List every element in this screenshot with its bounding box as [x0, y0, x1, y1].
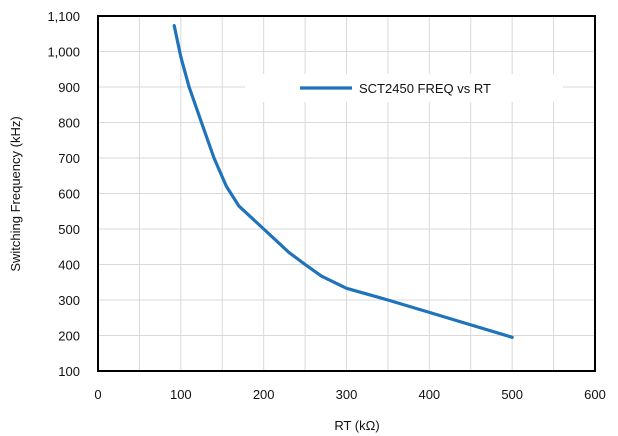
y-tick-label: 700 — [58, 151, 80, 166]
series-line — [172, 24, 514, 339]
legend-background — [245, 74, 563, 102]
y-tick-label: 1,100 — [47, 9, 80, 24]
x-tick-label: 200 — [253, 387, 275, 402]
y-axis-title: Switching Frequency (kHz) — [8, 116, 23, 271]
y-tick-label: 1,000 — [47, 45, 80, 60]
y-tick-label: 300 — [58, 293, 80, 308]
y-tick-label: 500 — [58, 222, 80, 237]
x-tick-label: 500 — [501, 387, 523, 402]
y-tick-label: 200 — [58, 329, 80, 344]
y-tick-label: 800 — [58, 116, 80, 131]
plot-border — [97, 15, 596, 372]
x-axis-title: RT (kΩ) — [334, 418, 379, 433]
grid-lines — [97, 15, 596, 372]
x-tick-label: 300 — [336, 387, 358, 402]
y-tick-label: 400 — [58, 258, 80, 273]
x-tick-label: 400 — [418, 387, 440, 402]
legend: SCT2450 FREQ vs RT — [245, 74, 563, 102]
x-tick-label: 600 — [584, 387, 606, 402]
y-tick-label: 600 — [58, 187, 80, 202]
plot-area — [172, 24, 514, 339]
x-tick-label: 0 — [94, 387, 101, 402]
y-tick-label: 100 — [58, 364, 80, 379]
x-tick-label: 100 — [170, 387, 192, 402]
legend-label: SCT2450 FREQ vs RT — [359, 81, 491, 96]
y-tick-label: 900 — [58, 80, 80, 95]
axes: 0 100 200 300 400 500 600 100 200 300 400 500 600 700… — [47, 9, 605, 402]
